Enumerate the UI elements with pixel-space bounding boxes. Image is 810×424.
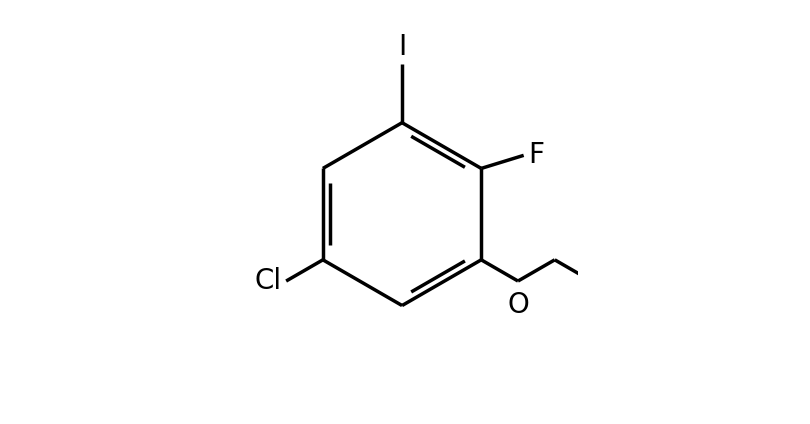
Text: O: O xyxy=(507,291,529,320)
Text: Cl: Cl xyxy=(254,267,281,295)
Text: F: F xyxy=(529,141,544,169)
Text: I: I xyxy=(398,33,406,61)
